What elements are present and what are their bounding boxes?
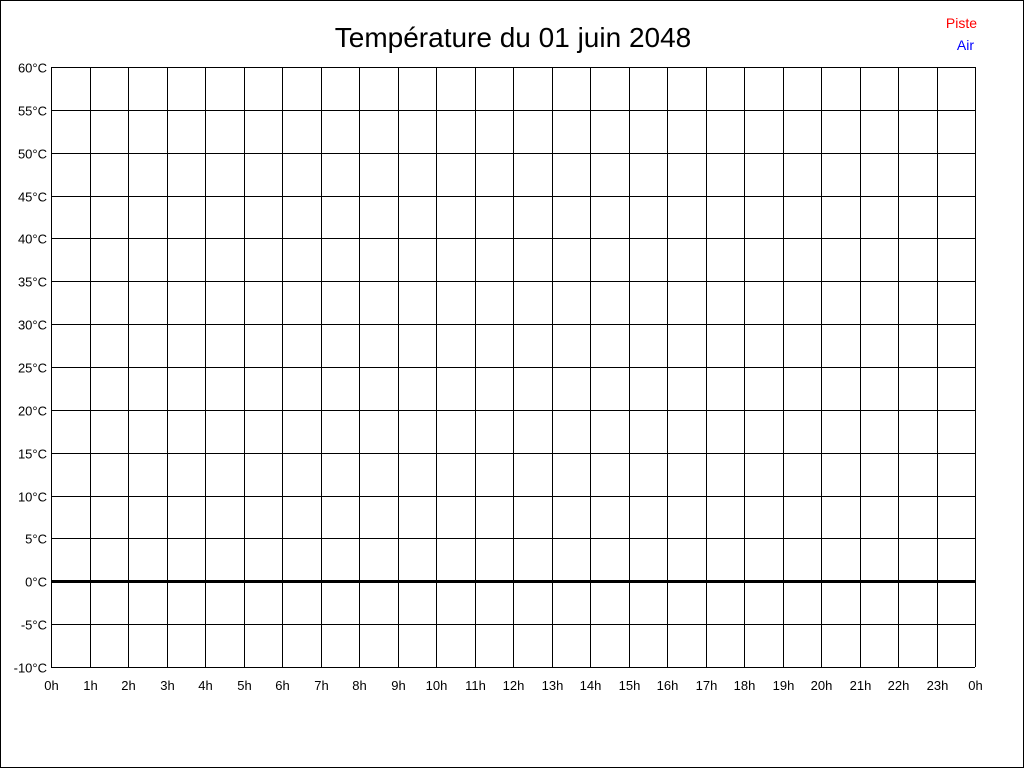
x-tick-label: 0h <box>44 678 58 693</box>
x-tick-label: 5h <box>237 678 251 693</box>
y-tick-label: 35°C <box>18 275 47 290</box>
x-tick-label: 12h <box>503 678 525 693</box>
y-tick-label: 40°C <box>18 232 47 247</box>
x-tick-label: 23h <box>927 678 949 693</box>
x-tick-label: 1h <box>83 678 97 693</box>
x-tick-label: 20h <box>811 678 833 693</box>
legend-piste: Piste <box>946 15 977 31</box>
y-tick-label: 20°C <box>18 404 47 419</box>
y-tick-label: 50°C <box>18 147 47 162</box>
y-tick-label: 0°C <box>25 575 47 590</box>
y-tick-label: 25°C <box>18 361 47 376</box>
x-tick-label: 16h <box>657 678 679 693</box>
x-tick-label: 3h <box>160 678 174 693</box>
y-axis-labels: -10°C -5°C 0°C 5°C 10°C 15°C 20°C 25°C 30°C 35°C 4… <box>14 61 47 676</box>
y-tick-label: 10°C <box>18 490 47 505</box>
y-tick-label: 45°C <box>18 190 47 205</box>
y-tick-label: 55°C <box>18 104 47 119</box>
grid <box>51 67 976 668</box>
y-tick-label: 5°C <box>25 532 47 547</box>
x-tick-label: 7h <box>314 678 328 693</box>
x-tick-label: 9h <box>391 678 405 693</box>
x-tick-label: 8h <box>352 678 366 693</box>
x-tick-label: 14h <box>580 678 602 693</box>
x-tick-label: 2h <box>121 678 135 693</box>
x-tick-label: 19h <box>773 678 795 693</box>
x-tick-label: 17h <box>696 678 718 693</box>
x-tick-label: 18h <box>734 678 756 693</box>
x-axis-labels: 0h 1h 2h 3h 4h 5h 6h 7h 8h 9h 10h 11h 12h 13h 14h 15h 16… <box>44 678 982 693</box>
y-tick-label: -5°C <box>21 618 47 633</box>
y-tick-label: 30°C <box>18 318 47 333</box>
x-tick-label: 15h <box>619 678 641 693</box>
x-tick-label: 6h <box>275 678 289 693</box>
legend-air: Air <box>957 37 974 53</box>
x-tick-label: 21h <box>850 678 872 693</box>
x-tick-label: 4h <box>198 678 212 693</box>
x-tick-label: 13h <box>542 678 564 693</box>
chart-title: Température du 01 juin 2048 <box>335 22 691 53</box>
y-tick-label: 60°C <box>18 61 47 76</box>
x-tick-label: 0h <box>968 678 982 693</box>
y-tick-label: 15°C <box>18 447 47 462</box>
y-tick-label: -10°C <box>14 661 47 676</box>
x-tick-label: 11h <box>465 678 486 693</box>
x-tick-label: 22h <box>888 678 910 693</box>
x-tick-label: 10h <box>426 678 448 693</box>
